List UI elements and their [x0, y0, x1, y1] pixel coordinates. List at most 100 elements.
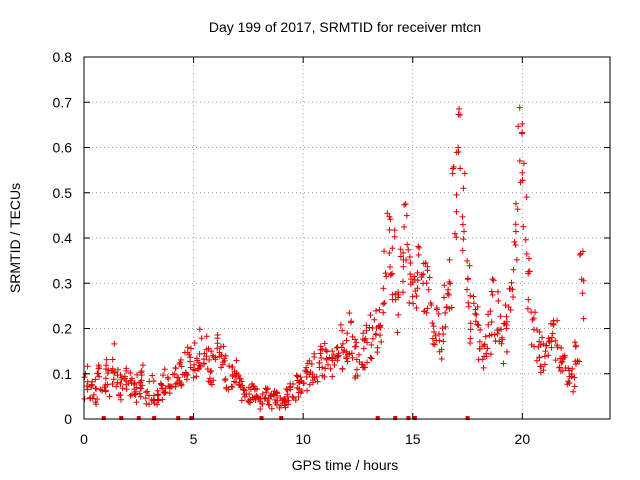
- data-point: [405, 246, 412, 253]
- data-point: [296, 378, 303, 385]
- data-point: [366, 324, 373, 331]
- data-point: [352, 336, 359, 343]
- data-point: [488, 319, 495, 326]
- data-point: [524, 305, 531, 312]
- data-point: [329, 373, 336, 380]
- data-point: [446, 256, 453, 263]
- data-point: [449, 170, 456, 177]
- data-point: [399, 278, 406, 285]
- data-point: [509, 286, 516, 293]
- data-point: [554, 344, 561, 351]
- zero-value-point: [176, 416, 181, 420]
- data-point: [384, 210, 391, 217]
- data-point: [285, 401, 292, 408]
- data-point: [546, 338, 553, 345]
- data-point: [132, 391, 139, 398]
- data-point: [570, 388, 577, 395]
- data-point: [487, 308, 494, 315]
- data-point: [580, 315, 587, 322]
- data-point: [457, 165, 464, 172]
- data-point: [81, 374, 88, 381]
- data-point: [308, 360, 315, 367]
- data-point: [516, 157, 523, 164]
- data-point: [178, 363, 185, 370]
- data-point: [558, 359, 565, 366]
- data-point: [538, 334, 545, 341]
- data-point: [510, 266, 517, 273]
- data-point: [143, 400, 150, 407]
- data-point: [541, 361, 548, 368]
- data-point: [442, 309, 449, 316]
- data-point: [380, 309, 387, 316]
- data-point: [382, 270, 389, 277]
- data-point: [212, 354, 219, 361]
- data-point: [485, 321, 492, 328]
- data-point: [268, 405, 275, 412]
- data-point: [431, 341, 438, 348]
- data-point: [579, 290, 586, 297]
- data-point: [172, 380, 179, 387]
- y-tick-label: 0.1: [53, 366, 73, 382]
- data-point: [161, 366, 168, 373]
- data-point: [414, 269, 421, 276]
- data-point: [241, 393, 248, 400]
- y-tick-label: 0.7: [53, 94, 73, 110]
- data-point: [284, 391, 291, 398]
- data-point: [322, 365, 329, 372]
- data-point: [319, 346, 326, 353]
- data-point: [218, 364, 225, 371]
- y-tick-label: 0.4: [53, 230, 73, 246]
- data-point: [143, 389, 150, 396]
- data-point: [423, 280, 430, 287]
- data-point: [84, 363, 91, 370]
- data-point: [420, 271, 427, 278]
- data-point: [475, 322, 482, 329]
- data-point: [208, 367, 215, 374]
- data-point: [137, 393, 144, 400]
- data-point: [204, 366, 211, 373]
- data-point: [333, 344, 340, 351]
- data-point: [177, 359, 184, 366]
- data-point: [137, 369, 144, 376]
- data-point: [133, 384, 140, 391]
- data-point: [432, 332, 439, 339]
- data-point: [195, 359, 202, 366]
- data-point: [414, 277, 421, 284]
- data-point: [353, 339, 360, 346]
- y-tick-label: 0.6: [53, 140, 73, 156]
- data-point: [241, 386, 248, 393]
- data-point: [442, 323, 449, 330]
- data-point: [523, 194, 530, 201]
- data-point: [541, 353, 548, 360]
- data-point: [409, 293, 416, 300]
- y-axis: 0 0.1 0.2 0.3 0.4 0.5 0.6 0.7 0.8: [53, 49, 610, 427]
- data-point: [263, 386, 270, 393]
- data-point: [421, 308, 428, 315]
- data-point: [440, 331, 447, 338]
- data-point: [490, 277, 497, 284]
- data-point: [337, 321, 344, 328]
- data-point: [477, 326, 484, 333]
- data-point: [577, 251, 584, 258]
- data-point: [205, 378, 212, 385]
- data-point: [453, 208, 460, 215]
- data-point: [127, 369, 134, 376]
- data-point: [511, 238, 518, 245]
- data-point: [503, 318, 510, 325]
- data-point: [571, 383, 578, 390]
- data-point: [503, 325, 510, 332]
- data-point: [262, 394, 269, 401]
- data-point: [520, 160, 527, 167]
- data-point: [166, 390, 173, 397]
- data-point: [179, 371, 186, 378]
- data-point: [221, 357, 228, 364]
- data-point: [573, 361, 580, 368]
- data-point: [371, 316, 378, 323]
- data-point: [472, 318, 479, 325]
- data-point: [341, 347, 348, 354]
- data-point: [149, 372, 156, 379]
- zero-value-point: [406, 416, 411, 420]
- data-point: [102, 375, 109, 382]
- data-point: [94, 396, 101, 403]
- data-point: [289, 393, 296, 400]
